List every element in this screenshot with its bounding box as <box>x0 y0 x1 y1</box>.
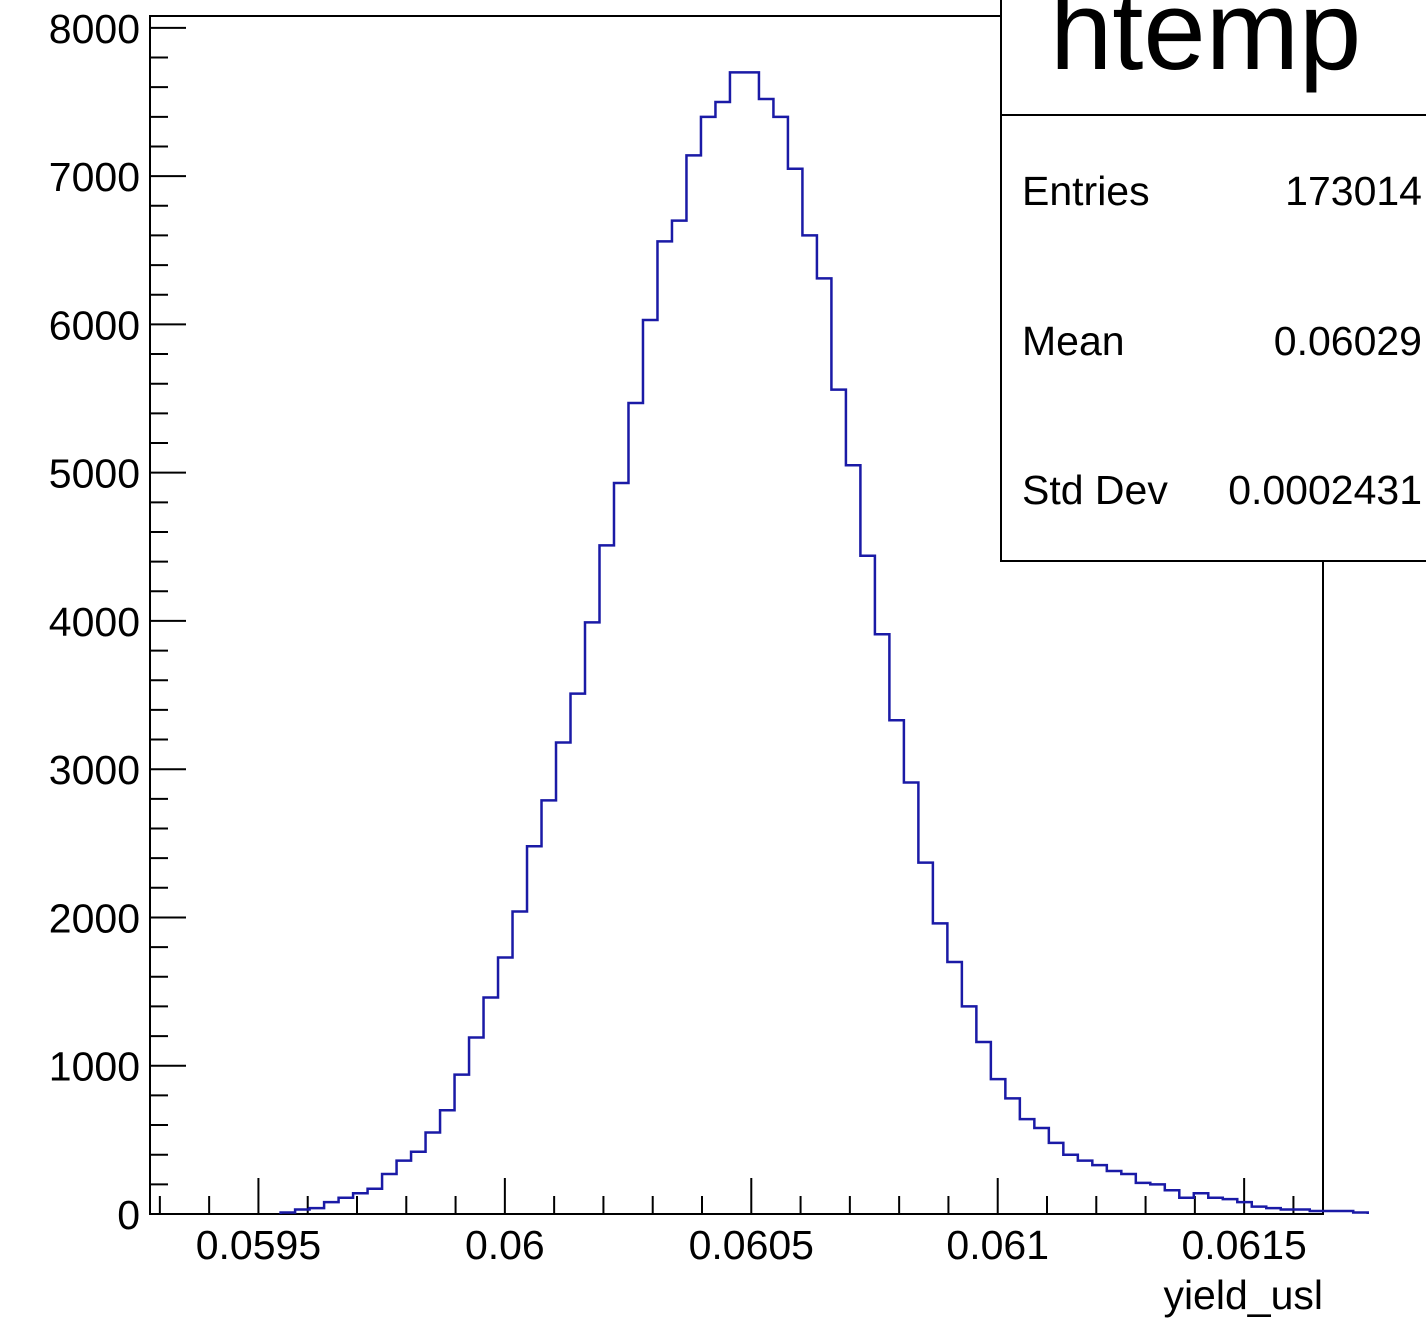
y-tick-label: 4000 <box>49 599 140 645</box>
y-tick-label: 6000 <box>49 302 140 348</box>
y-tick-label: 7000 <box>49 154 140 200</box>
stats-row-stddev: Std Dev 0.0002431 <box>1022 467 1422 517</box>
stats-row-entries: Entries 173014 <box>1022 168 1422 218</box>
y-axis-tick-labels: 0 1000 2000 3000 4000 5000 6000 7000 8000 <box>49 6 140 1238</box>
x-tick-label: 0.061 <box>946 1222 1049 1268</box>
x-tick-label: 0.0595 <box>196 1222 321 1268</box>
y-tick-label: 3000 <box>49 747 140 793</box>
stddev-label: Std Dev <box>1022 467 1168 513</box>
y-axis-ticks <box>150 26 186 1215</box>
mean-label: Mean <box>1022 318 1125 364</box>
x-tick-label: 0.06 <box>465 1222 545 1268</box>
stats-box: htemp Entries 173014 Mean 0.06029 Std De… <box>1000 0 1426 562</box>
plot-frame <box>149 15 1324 1215</box>
x-axis-tick-labels: 0.0595 0.06 0.0605 0.061 0.0615 <box>196 1222 1307 1268</box>
x-axis-title: yield_usl <box>1163 1272 1323 1318</box>
x-axis-ticks <box>158 1178 1295 1214</box>
y-tick-label: 2000 <box>49 895 140 941</box>
mean-value: 0.06029 <box>1273 318 1422 364</box>
y-tick-label: 1000 <box>49 1044 140 1090</box>
stddev-value: 0.0002431 <box>1228 467 1422 513</box>
y-tick-label: 0 <box>117 1192 140 1238</box>
chart-title: htemp <box>1050 0 1362 93</box>
entries-value: 173014 <box>1285 168 1422 214</box>
x-tick-label: 0.0605 <box>689 1222 814 1268</box>
stats-row-mean: Mean 0.06029 <box>1022 318 1422 368</box>
histogram-series-line <box>279 71 1369 1214</box>
y-tick-label: 8000 <box>49 6 140 52</box>
entries-label: Entries <box>1022 168 1150 214</box>
y-tick-label: 5000 <box>49 451 140 497</box>
x-tick-label: 0.0615 <box>1181 1222 1306 1268</box>
stats-title: htemp <box>1002 0 1426 116</box>
